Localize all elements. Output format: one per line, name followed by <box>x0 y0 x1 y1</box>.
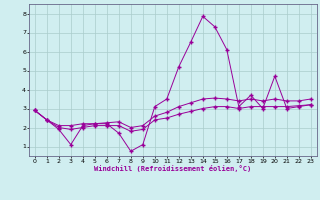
X-axis label: Windchill (Refroidissement éolien,°C): Windchill (Refroidissement éolien,°C) <box>94 165 252 172</box>
